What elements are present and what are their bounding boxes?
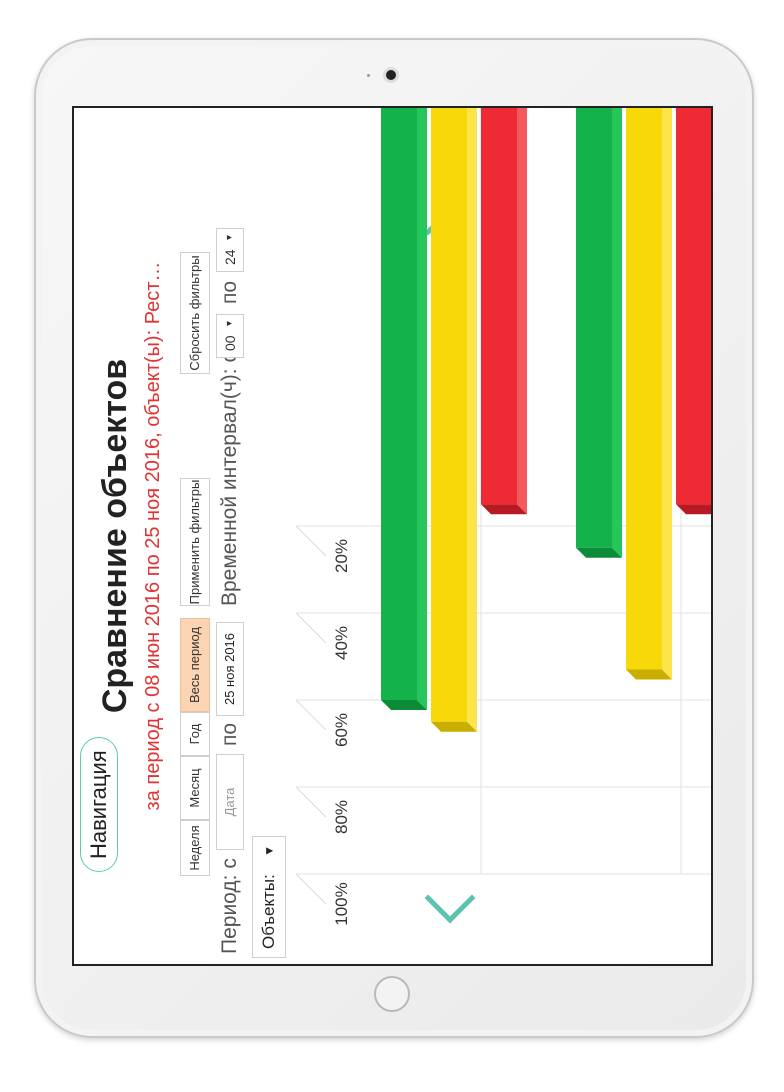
hour-to-select[interactable]: 24 ▾ <box>216 228 244 272</box>
objects-label: Объекты: <box>259 874 278 949</box>
screen: Навигация Сравнение объектов за период с… <box>72 106 713 966</box>
grid-diagonal <box>295 786 327 818</box>
bar-side-green <box>417 108 427 710</box>
grid-diagonal <box>295 525 327 557</box>
bar-end-red <box>676 504 711 515</box>
sensor-dot <box>367 74 370 77</box>
tick-label: 60% <box>332 712 351 748</box>
period-subtitle: за период с 08 июн 2016 по 25 ноя 2016, … <box>142 261 164 811</box>
caret-down-icon: ▾ <box>224 321 235 327</box>
bar-end-green <box>576 547 622 558</box>
hour-to-label: по <box>218 280 241 304</box>
bar-side-red <box>517 108 527 515</box>
to-label: по <box>218 722 241 746</box>
apply-filters-button[interactable]: Применить фильтры <box>180 478 210 606</box>
tab-week[interactable]: Неделя <box>180 820 210 876</box>
hour-from-select[interactable]: 00 ▾ <box>216 314 244 358</box>
objects-dropdown[interactable]: Объекты: ▼ <box>252 836 286 958</box>
tab-year[interactable]: Год <box>180 712 210 756</box>
bar-side-yellow <box>662 108 672 680</box>
tick-label: 100% <box>332 882 351 926</box>
home-button[interactable] <box>374 976 410 1012</box>
caret-down-icon: ▾ <box>224 235 235 241</box>
filter-toolbar: Неделя Месяц Год Весь период Применить ф… <box>180 108 210 964</box>
period-row: Период: с Дата по 25 ноя 2016 Временной … <box>214 108 248 964</box>
camera-dot <box>386 70 396 80</box>
hour-to-value: 24 <box>222 249 238 265</box>
grid-diagonal <box>295 873 327 905</box>
hour-from-value: 00 <box>222 335 238 351</box>
tab-all-period[interactable]: Весь период <box>180 618 210 712</box>
caret-down-icon: ▼ <box>262 845 276 857</box>
tick-label: 80% <box>332 799 351 835</box>
date-from-field[interactable]: Дата <box>216 754 244 850</box>
bar-end-yellow <box>626 669 672 680</box>
bar-red <box>676 108 711 505</box>
page-title: Сравнение объектов <box>96 358 134 714</box>
tick-label: 40% <box>332 625 351 661</box>
period-label: Период: с <box>218 858 241 954</box>
bar-red <box>481 108 517 505</box>
bar-chart: 100% 80% 60% 40% 20% <box>286 108 711 964</box>
bar-end-green <box>381 700 427 710</box>
bar-side-yellow <box>467 108 477 732</box>
tab-month[interactable]: Месяц <box>180 756 210 820</box>
time-interval-label: Временной интервал(ч): с <box>218 352 241 606</box>
grid-diagonal <box>295 699 327 731</box>
bar-yellow <box>626 108 662 670</box>
reset-filters-button[interactable]: Сбросить фильтры <box>180 252 210 374</box>
chart-canvas <box>295 108 711 905</box>
bar-green <box>381 108 417 700</box>
bar-side-green <box>612 108 622 558</box>
grid-diagonal <box>295 612 327 644</box>
tick-label: 20% <box>332 538 351 574</box>
bar-end-yellow <box>431 721 477 732</box>
date-to-field[interactable]: 25 ноя 2016 <box>216 622 244 716</box>
bar-green <box>576 108 612 548</box>
app-view: Навигация Сравнение объектов за период с… <box>74 108 711 964</box>
bar-yellow <box>431 108 467 722</box>
bar-end-red <box>481 504 527 515</box>
